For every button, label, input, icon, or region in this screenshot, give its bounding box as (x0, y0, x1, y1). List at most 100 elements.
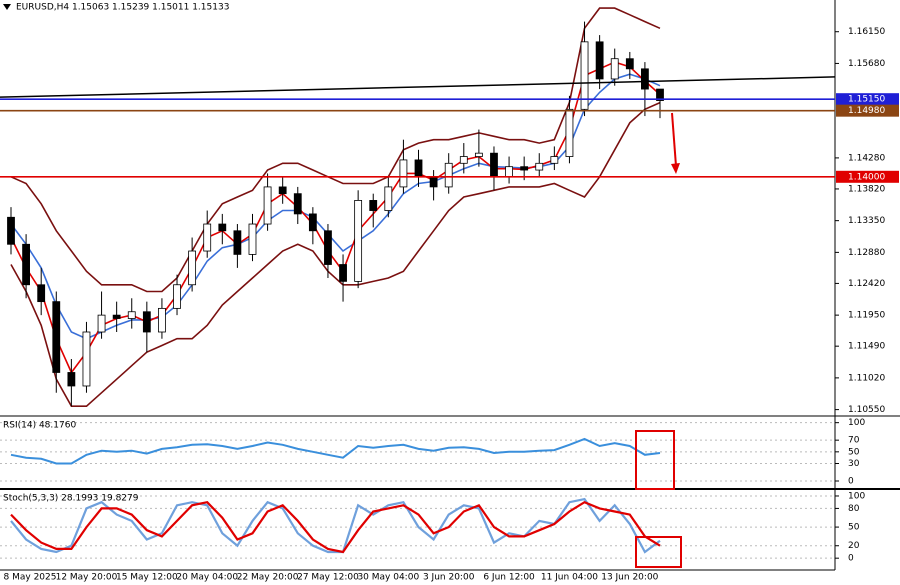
highlight-box (635, 430, 675, 490)
candle-body (22, 243, 30, 286)
candle-body (37, 284, 46, 303)
candle-body (444, 162, 453, 188)
candle-body (173, 284, 181, 309)
chart-title: RSI(14) 48.1760 (3, 421, 76, 431)
chart-title: Stoch(5,3,3) 28.1993 19.8279 (3, 494, 139, 504)
candle-body (429, 176, 438, 188)
candle-body (369, 200, 378, 211)
y-tick-label: 1.12880 (848, 248, 885, 258)
y-tick-label: 1.12420 (848, 279, 885, 289)
candle-body (414, 159, 423, 178)
chart-title: EURUSD,H4 1.15063 1.15239 1.15011 1.1513… (16, 3, 229, 13)
indicator-line (10, 7, 661, 293)
trendline (0, 76, 836, 98)
candle-body (535, 162, 544, 171)
candle-body (308, 213, 317, 232)
level-label-bg (836, 170, 899, 183)
y-tick-label: 0 (848, 554, 854, 564)
candle-body (52, 301, 61, 373)
x-tick-label: 3 Jun 20:00 (423, 573, 475, 583)
y-tick-label: 80 (848, 504, 860, 514)
candle-body (112, 314, 121, 319)
y-tick-label: 100 (848, 418, 865, 428)
candle-body (233, 230, 242, 255)
candle-body (656, 88, 664, 101)
candle-body (625, 58, 634, 70)
candle-body (595, 41, 604, 80)
indicator-line (10, 497, 661, 554)
x-tick-label: 6 Jun 12:00 (483, 573, 535, 583)
y-tick-label: 50 (848, 523, 860, 533)
candle-body (218, 223, 227, 232)
y-tick-label: 1.16150 (848, 27, 885, 37)
y-tick-label: 1.13350 (848, 216, 885, 226)
candle-body (550, 156, 559, 164)
level-label: 1.14980 (848, 106, 885, 116)
y-tick-label: 20 (848, 541, 860, 551)
indicator-line (10, 73, 661, 340)
candle-body (565, 108, 574, 157)
level-label-bg (836, 93, 899, 106)
x-tick-label: 27 May 12:00 (297, 573, 359, 583)
candle-body (7, 216, 15, 245)
y-tick-label: 100 (848, 491, 865, 501)
candle-body (339, 264, 347, 282)
indicator-line (10, 500, 661, 554)
x-tick-label: 20 May 04:00 (176, 573, 238, 583)
menu-icon (3, 4, 11, 10)
candle-body (324, 230, 332, 265)
x-tick-label: 15 May 12:00 (116, 573, 178, 583)
arrow-shaft (671, 112, 677, 167)
candle-body (459, 156, 468, 164)
candle-body (278, 186, 287, 195)
candle-body (142, 311, 151, 333)
candle-body (97, 314, 106, 333)
candle-body (580, 41, 589, 110)
y-tick-label: 0 (848, 477, 854, 487)
x-tick-label: 22 May 20:00 (237, 573, 299, 583)
candle-body (384, 186, 393, 211)
candle-body (188, 250, 197, 286)
y-tick-label: 1.11490 (848, 342, 885, 352)
level-label-bg (836, 104, 899, 117)
arrow-head (671, 163, 680, 174)
level-label: 1.14000 (848, 172, 885, 182)
candle-body (354, 200, 363, 282)
x-tick-label: 12 May 20:00 (56, 573, 118, 583)
y-tick-label: 1.11950 (848, 311, 885, 321)
candle-body (82, 331, 91, 387)
y-tick-label: 1.11020 (848, 373, 885, 383)
indicator-line (10, 101, 661, 407)
x-tick-label: 13 Jun 20:00 (601, 573, 658, 583)
y-tick-label: 1.13820 (848, 184, 885, 194)
candle-body (127, 311, 136, 319)
candle-body (520, 166, 529, 171)
candle-body (263, 186, 272, 225)
y-tick-label: 1.10550 (848, 405, 885, 415)
x-tick-label: 11 Jun 04:00 (541, 573, 598, 583)
candle-body (610, 58, 619, 80)
level-label: 1.15150 (848, 95, 885, 105)
y-tick-label: 1.15680 (848, 59, 885, 69)
candle-body (248, 223, 257, 255)
candle-body (203, 223, 212, 252)
y-tick-label: 70 (848, 436, 860, 446)
candle-body (293, 193, 302, 215)
candle-body (158, 307, 166, 333)
candle-body (641, 68, 649, 90)
candle-body (505, 166, 513, 178)
y-tick-label: 1.14280 (848, 153, 885, 163)
candle-body (67, 372, 76, 387)
candle-body (399, 159, 408, 188)
candle-body (490, 152, 498, 178)
highlight-box (635, 536, 682, 568)
indicator-line (10, 437, 661, 465)
x-tick-label: 30 May 04:00 (357, 573, 419, 583)
y-tick-label: 50 (848, 447, 860, 457)
candle-body (474, 152, 483, 157)
plot: 1.16150 1.15680 1.14280 1.13820 1.13350 1.128… (0, 3, 899, 583)
x-tick-label: 8 May 2025 (4, 573, 57, 583)
y-tick-label: 30 (848, 459, 860, 469)
